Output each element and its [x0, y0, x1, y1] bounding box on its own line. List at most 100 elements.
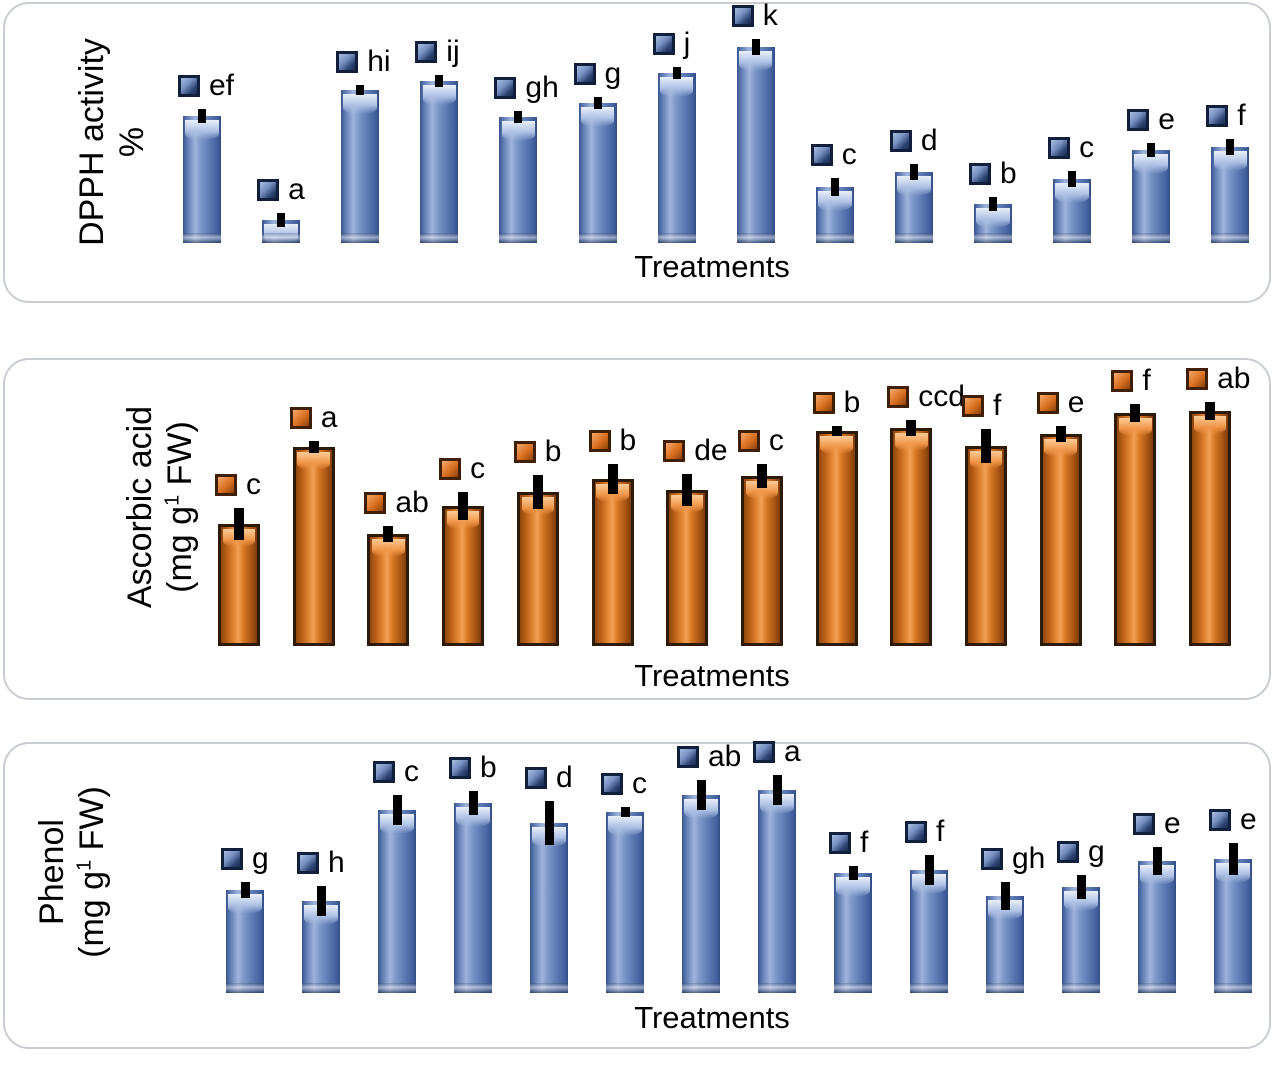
bar [530, 823, 568, 993]
bar [183, 116, 221, 243]
significance-letter-label: gh [525, 71, 559, 104]
bar-annotation: c [439, 454, 485, 484]
bar [341, 90, 380, 243]
bar-annotation: c [373, 757, 419, 787]
x-axis-label: Treatments [634, 658, 790, 693]
legend-marker-icon [525, 767, 547, 789]
error-bar [532, 475, 543, 509]
significance-letter-label: c [632, 767, 647, 800]
significance-letter-label: f [860, 826, 869, 859]
bar [516, 492, 559, 646]
bar-annotation: b [588, 424, 637, 457]
error-bar [234, 508, 244, 540]
error-bar [458, 492, 469, 520]
bar-annotation: g [573, 59, 621, 89]
significance-letter-label: g [1088, 835, 1105, 868]
x-axis-label: Treatments [634, 249, 790, 284]
error-bar [756, 464, 767, 488]
significance-letter-label: f [936, 815, 945, 848]
legend-marker-icon [573, 63, 596, 85]
bar-annotation: gh [494, 71, 559, 104]
error-bar [277, 213, 286, 227]
significance-letter-label: d [556, 761, 573, 794]
bar [657, 73, 696, 243]
dpph-plot-area: ef a hi ij gh g j k c d b c e f [5, 1, 1269, 301]
bar [442, 506, 485, 646]
legend-marker-icon [297, 852, 319, 874]
legend-marker-icon [494, 77, 517, 99]
error-bar [468, 791, 478, 815]
significance-letter-label: f [1237, 99, 1246, 132]
bar-annotation: c [601, 769, 647, 799]
legend-marker-icon [810, 144, 833, 166]
bar-annotation: a [753, 737, 801, 767]
significance-letter-label: b [480, 751, 497, 784]
error-bar [392, 795, 402, 825]
significance-letter-label: b [1000, 157, 1017, 190]
legend-marker-icon [588, 430, 611, 452]
error-bar [198, 109, 206, 123]
significance-letter-label: ij [446, 35, 460, 68]
bar [606, 812, 644, 993]
bar [1053, 179, 1092, 243]
error-bar [316, 886, 326, 916]
legend-marker-icon [731, 5, 754, 27]
bar [1114, 413, 1157, 646]
bar [420, 81, 459, 243]
bar [292, 447, 335, 646]
bar-annotation: ccd [887, 382, 965, 412]
error-bar [696, 780, 706, 810]
legend-marker-icon [1048, 137, 1071, 159]
bar [578, 103, 617, 243]
bar [1211, 147, 1250, 243]
legend-marker-icon [829, 832, 851, 854]
bar-annotation: e [1036, 388, 1084, 418]
legend-marker-icon [1111, 370, 1134, 392]
bar [1138, 861, 1176, 993]
bar-annotation: f [905, 817, 944, 847]
legend-marker-icon [289, 407, 312, 429]
significance-letter-label: gh [1012, 842, 1046, 875]
significance-letter-label: ab [395, 486, 429, 519]
legend-marker-icon [215, 474, 237, 496]
bar-annotation: d [889, 126, 938, 156]
bar-annotation: e [1127, 105, 1175, 135]
error-bar [620, 807, 630, 817]
bar [454, 803, 492, 993]
legend-marker-icon [415, 41, 438, 63]
significance-letter-label: e [1158, 103, 1175, 136]
bar [262, 220, 301, 244]
bar [815, 431, 858, 646]
bar [965, 446, 1007, 646]
bar [1189, 411, 1232, 646]
bar-annotation: f [1206, 99, 1246, 132]
bar-annotation: ab [677, 742, 741, 772]
legend-marker-icon [364, 492, 387, 514]
bar [890, 428, 933, 646]
legend-marker-icon [513, 441, 536, 463]
bar [1132, 150, 1171, 243]
error-bar [751, 39, 760, 55]
error-bar [383, 526, 394, 542]
legend-marker-icon [737, 430, 760, 452]
bar [226, 890, 264, 993]
error-bar [1130, 404, 1141, 422]
error-bar [906, 420, 917, 436]
error-bar [1068, 171, 1077, 187]
bar-annotation: ab [364, 486, 429, 519]
bar [666, 490, 709, 646]
error-bar [672, 67, 681, 79]
legend-marker-icon [1127, 109, 1150, 131]
legend-marker-icon [663, 440, 686, 462]
legend-marker-icon [257, 179, 280, 201]
legend-marker-icon [439, 458, 462, 480]
bar-annotation: d [525, 763, 573, 793]
error-bar [308, 441, 319, 453]
legend-marker-icon [1206, 105, 1229, 127]
phenol-chart-panel: Phenol (mg g1 FW) g h c b d c ab a f f gh g e e Treat… [3, 737, 1271, 1049]
legend-marker-icon [601, 773, 623, 795]
significance-letter-label: ab [708, 740, 742, 773]
bar-annotation: b [449, 753, 497, 783]
bar [591, 479, 634, 646]
significance-letter-label: b [619, 424, 637, 457]
